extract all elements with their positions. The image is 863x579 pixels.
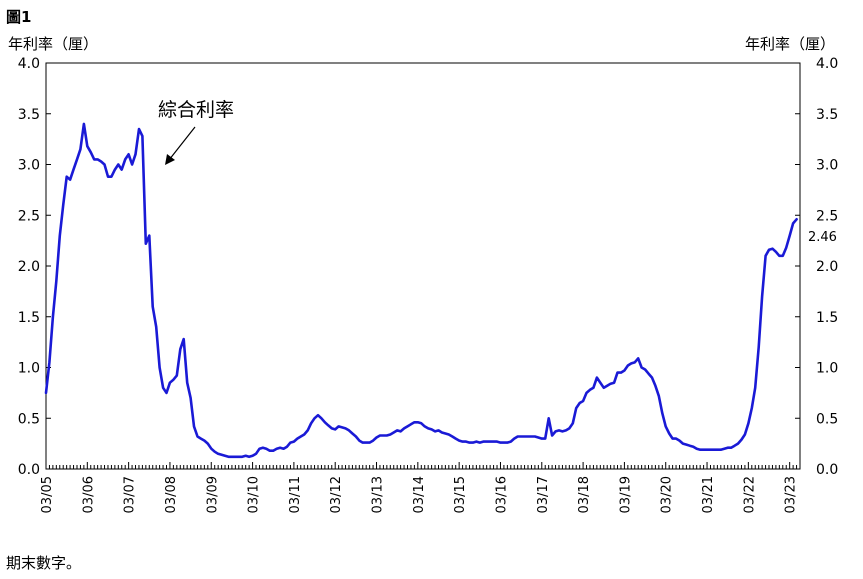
x-tick-label: 03/18 (577, 476, 592, 513)
x-tick-label: 03/21 (701, 476, 716, 513)
series-annotation-label: 綜合利率 (158, 99, 234, 121)
x-tick-label: 03/13 (371, 476, 386, 513)
annotation-arrow-head (165, 154, 175, 165)
right-axis-title: 年利率（厘） (745, 35, 835, 53)
y-tick-label-right: 3.0 (816, 158, 838, 174)
y-tick-label-left: 4.0 (18, 56, 40, 72)
x-axis: 03/05 03/06 03/07 03/08 03/09 03/10 03/11 03/12… (40, 462, 801, 513)
x-tick-label: 03/22 (742, 476, 757, 513)
x-tick-label: 03/17 (536, 476, 551, 513)
end-value-label: 2.46 (808, 230, 837, 245)
y-tick-label-left: 1.0 (18, 361, 40, 377)
y-tick-label-right: 0.5 (816, 411, 838, 427)
y-tick-label-left: 3.0 (18, 158, 40, 174)
y-tick-label-right: 3.5 (816, 107, 838, 123)
y-tick-label-left: 0.0 (18, 462, 40, 478)
x-tick-label: 03/14 (412, 476, 427, 513)
y-tick-label-left: 2.5 (18, 208, 40, 224)
x-tick-label: 03/15 (453, 476, 468, 513)
x-tick-label: 03/16 (494, 476, 509, 513)
x-tick-label: 03/05 (40, 476, 55, 513)
y-tick-label-right: 2.0 (816, 259, 838, 275)
y-tick-label-left: 3.5 (18, 107, 40, 123)
x-tick-label: 03/06 (81, 476, 96, 513)
y-tick-label-right: 2.5 (816, 208, 838, 224)
x-tick-label: 03/11 (288, 476, 303, 513)
left-y-axis: 0.0 0.5 1.0 1.5 2.0 2.5 3.0 3.5 4.0 (18, 56, 51, 478)
x-tick-label: 03/12 (329, 476, 344, 513)
y-tick-label-left: 1.5 (18, 310, 40, 326)
x-tick-label: 03/23 (784, 476, 799, 513)
x-tick-label: 03/20 (660, 476, 675, 513)
y-tick-label-right: 1.5 (816, 310, 838, 326)
y-tick-label-right: 0.0 (816, 462, 838, 478)
annotation-arrow-shaft (168, 126, 196, 161)
series-line-composite-rate (44, 122, 798, 459)
x-tick-label: 03/07 (123, 476, 138, 513)
footnote: 期末數字。 (6, 554, 81, 572)
plot-frame (45, 62, 801, 470)
right-y-axis: 0.0 0.5 1.0 1.5 2.0 2.5 3.0 3.5 4.0 (795, 56, 838, 478)
y-tick-label-right: 1.0 (816, 361, 838, 377)
x-tick-label: 03/10 (247, 476, 262, 513)
y-tick-label-right: 4.0 (816, 56, 838, 72)
y-tick-label-left: 0.5 (18, 411, 40, 427)
y-tick-label-left: 2.0 (18, 259, 40, 275)
left-axis-title: 年利率（厘） (8, 35, 98, 53)
x-tick-label: 03/19 (618, 476, 633, 513)
figure-label: 圖1 (6, 8, 31, 26)
x-tick-label: 03/09 (205, 476, 220, 513)
x-tick-label: 03/08 (164, 476, 179, 513)
